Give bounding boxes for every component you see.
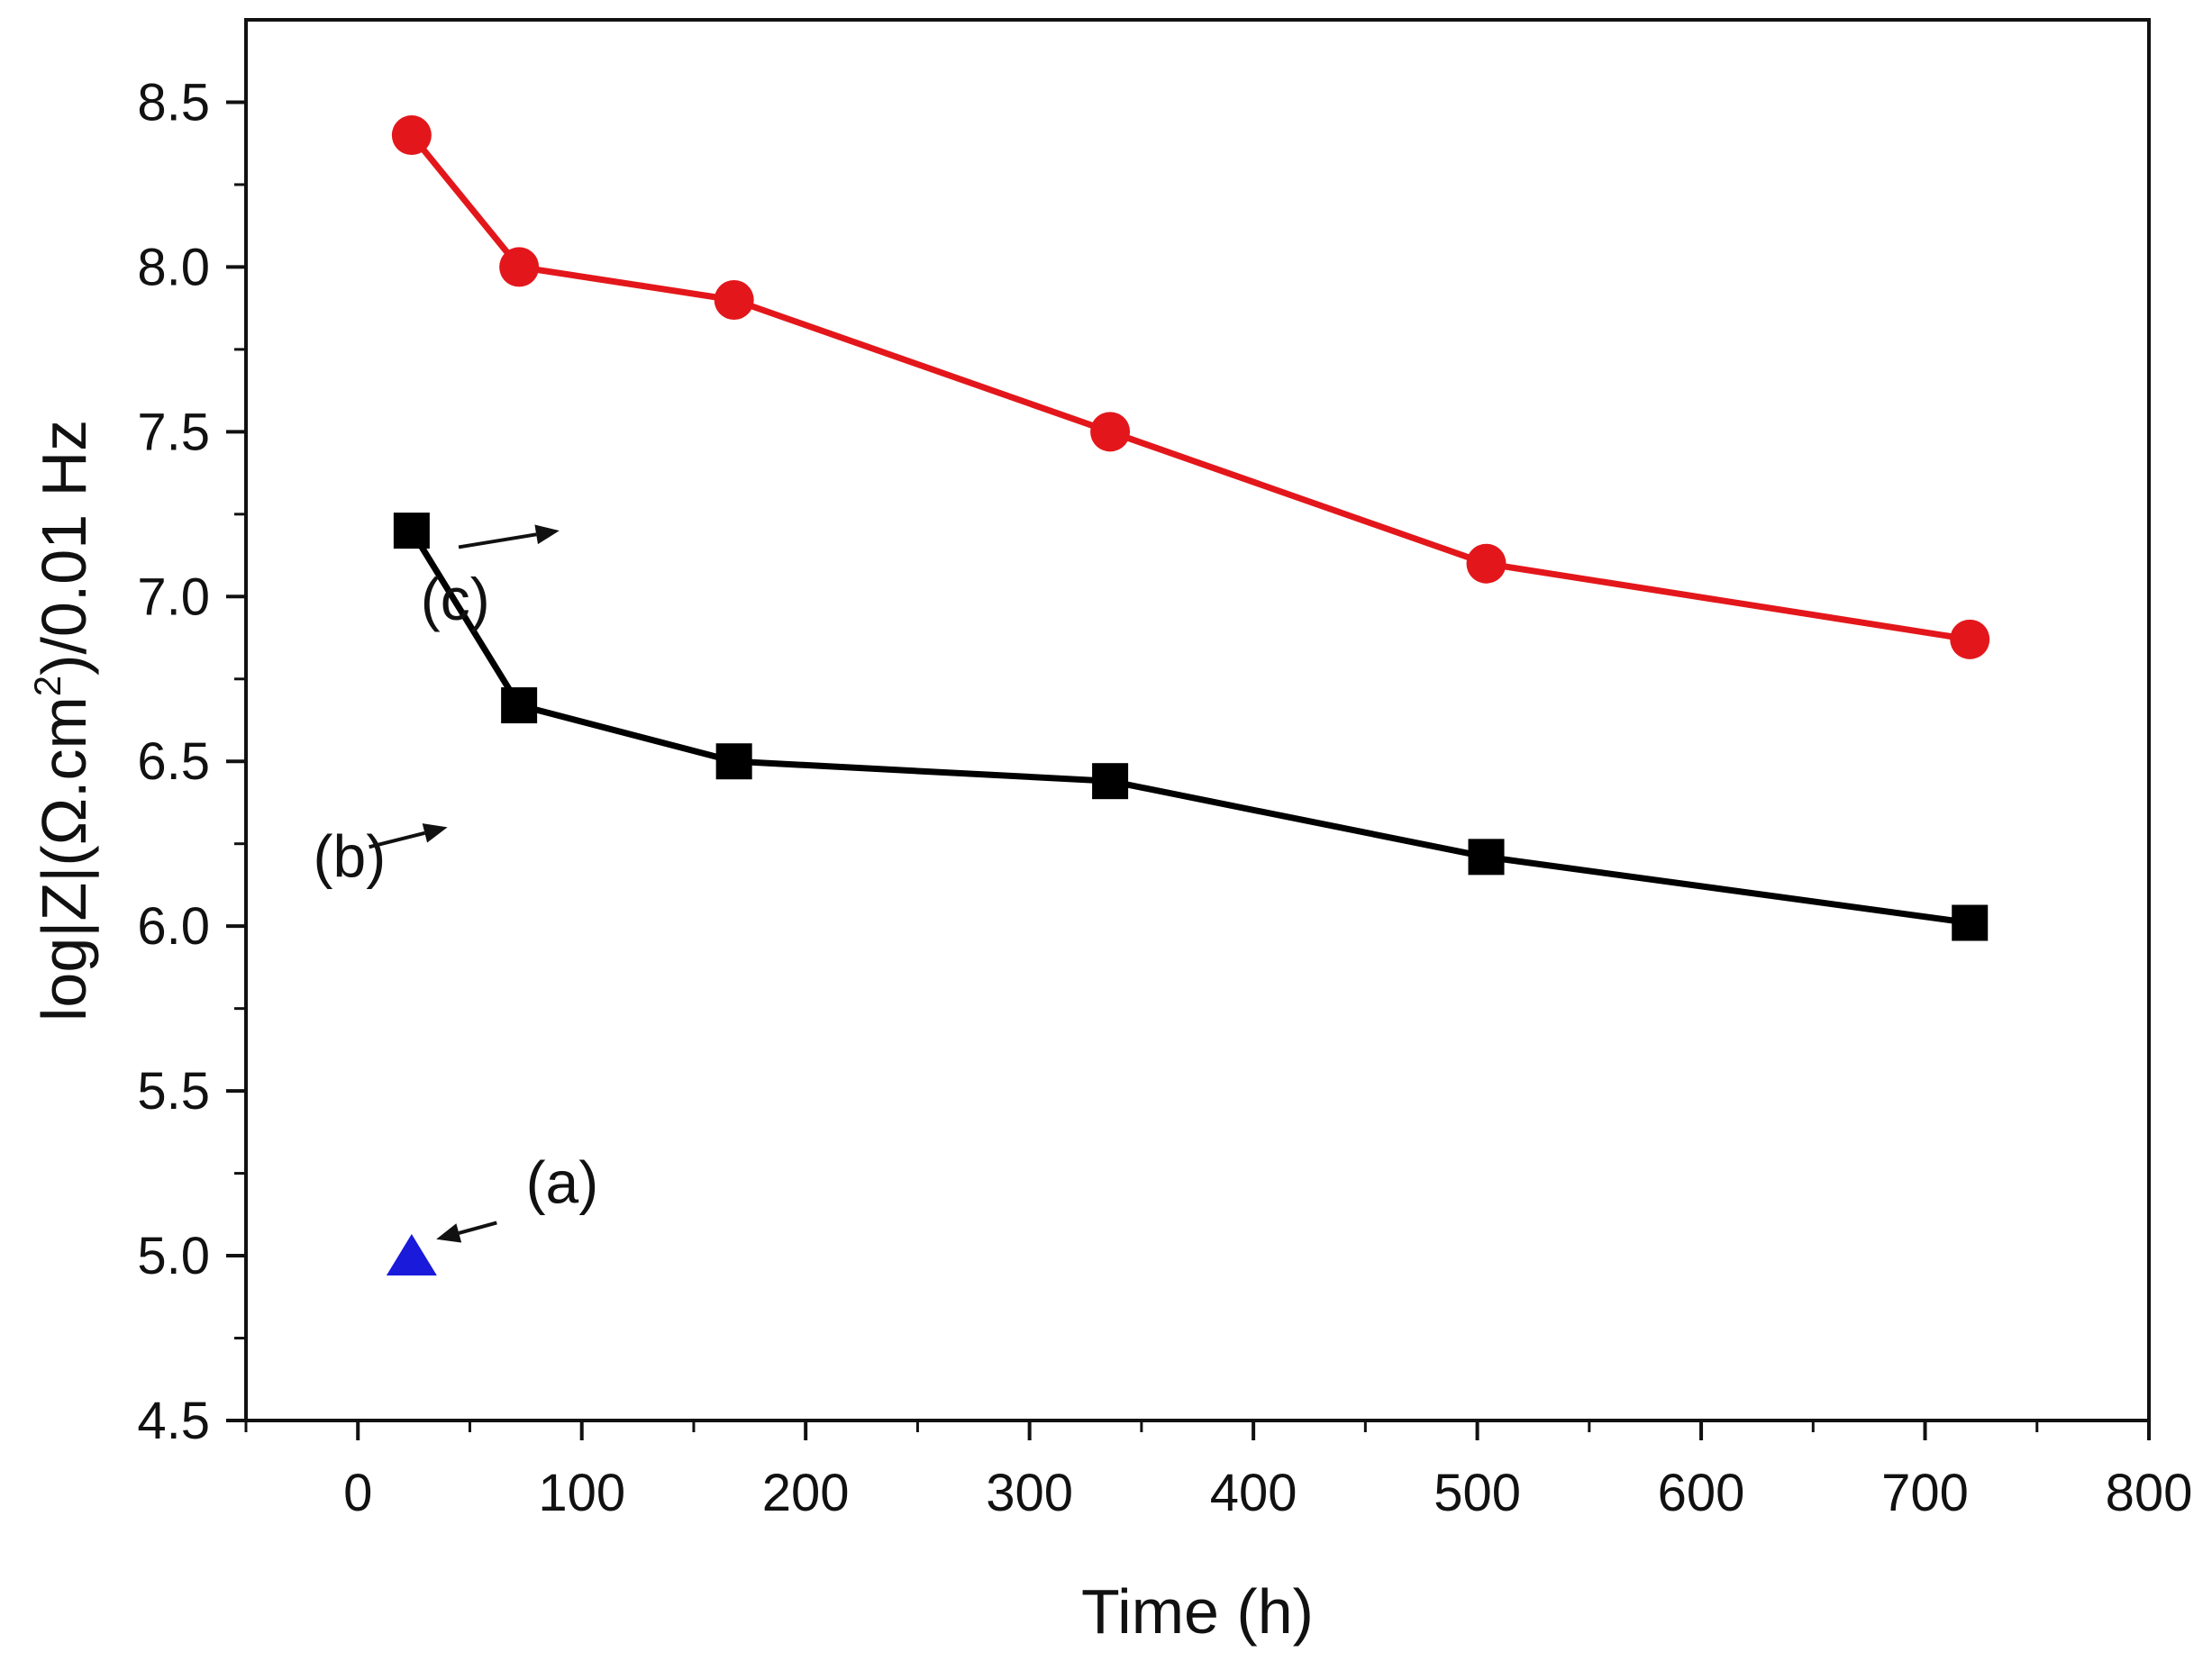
series-c-point [714, 280, 754, 320]
annotation-arrow-c [458, 532, 537, 549]
x-tick-label: 400 [1210, 1464, 1297, 1522]
axis-ticks: 0 100 200 300 400 500 600 700 800 4.5 5.0 5.5 6.0 6.5… [137, 73, 2192, 1522]
x-tick-label: 600 [1658, 1464, 1745, 1522]
plot-frame [244, 18, 2151, 1422]
x-tick-label: 500 [1434, 1464, 1521, 1522]
y-axis-title-prefix: log|Z|(Ω.cm [29, 696, 99, 1021]
annotations: (a) (b) (c) [314, 524, 599, 1243]
x-tick-label: 0 [343, 1464, 372, 1522]
y-tick-label: 5.0 [137, 1227, 210, 1285]
series-c-point [499, 247, 540, 287]
plot-area [386, 115, 1990, 1276]
annotation-arrow-a [458, 1221, 497, 1235]
series-a-point [386, 1234, 437, 1276]
series-b-point [715, 743, 752, 780]
x-tick-label: 800 [2106, 1464, 2193, 1522]
y-tick-label: 8.0 [137, 238, 210, 296]
series-b-point [501, 687, 538, 724]
x-tick-label: 300 [986, 1464, 1073, 1522]
annotation-label-a: (a) [526, 1149, 599, 1216]
series-b-point [1952, 904, 1989, 941]
series-c-point [1950, 619, 1990, 659]
annotation-arrowhead-b [422, 823, 448, 843]
series-c-point [1090, 412, 1131, 452]
y-tick-label: 8.5 [137, 73, 210, 132]
y-tick-label: 6.5 [137, 732, 210, 791]
y-axis-title: log|Z|(Ω.cm2)/0.01 Hz [26, 420, 99, 1021]
series-b-line [408, 529, 1971, 926]
y-tick-label: 6.0 [137, 897, 210, 956]
x-tick-label: 200 [762, 1464, 850, 1522]
series-c-point [1466, 543, 1507, 584]
y-axis-title-superscript: 2 [26, 676, 68, 696]
y-tick-label: 7.0 [137, 567, 210, 626]
annotation-arrowhead-a [436, 1223, 462, 1243]
series-b-point [1092, 763, 1129, 800]
annotation-label-c: (c) [421, 566, 490, 632]
series-b-point [1468, 839, 1505, 876]
annotation-arrowhead-c [534, 524, 560, 545]
y-tick-label: 5.5 [137, 1062, 210, 1121]
y-tick-label: 4.5 [137, 1392, 210, 1450]
x-axis-title: Time (h) [1081, 1576, 1314, 1647]
series-c-line [409, 132, 1971, 643]
x-tick-label: 700 [1881, 1464, 1969, 1522]
annotation-arrow-b [369, 830, 425, 849]
annotation-label-b: (b) [314, 822, 387, 889]
y-axis-title-suffix: )/0.01 Hz [29, 420, 99, 676]
x-tick-label: 100 [538, 1464, 625, 1522]
y-tick-label: 7.5 [137, 403, 210, 461]
series-c-point [391, 115, 432, 156]
series-b-point [393, 513, 430, 549]
